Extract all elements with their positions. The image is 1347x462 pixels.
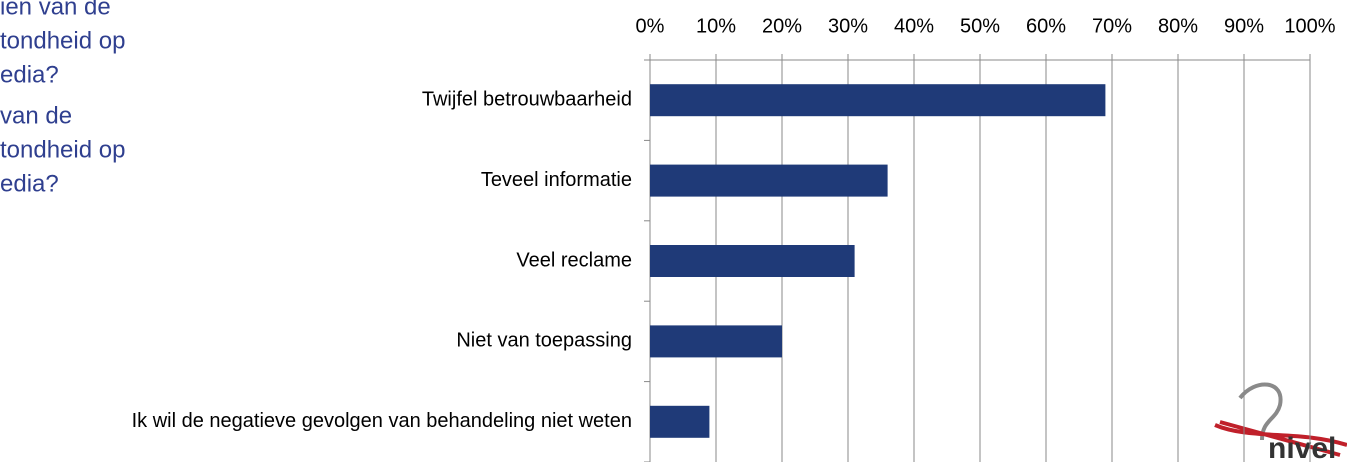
logo-text: nivel xyxy=(1268,432,1336,462)
bar xyxy=(650,405,710,438)
bar xyxy=(650,245,855,277)
side-text: edia? xyxy=(0,170,59,197)
logo xyxy=(1214,382,1347,457)
y-tick-label: Ik wil de negatieve gevolgen van behande… xyxy=(132,410,632,432)
logo-swoosh xyxy=(1214,420,1347,457)
x-tick-label: 90% xyxy=(1224,15,1264,37)
x-tick-label: 40% xyxy=(894,15,934,37)
x-tick-label: 0% xyxy=(636,15,665,37)
side-text: edia? xyxy=(0,61,59,88)
y-tick-label: Twijfel betrouwbaarheid xyxy=(422,88,632,110)
bar xyxy=(650,164,888,197)
bar xyxy=(650,84,1106,117)
x-tick-label: 60% xyxy=(1026,15,1066,37)
x-tick-label: 70% xyxy=(1092,15,1132,37)
side-text: ien van de xyxy=(0,0,111,20)
y-tick-label: Teveel informatie xyxy=(481,169,632,191)
side-text: van de xyxy=(0,102,72,129)
x-tick-label: 30% xyxy=(828,15,868,37)
bar xyxy=(650,325,782,358)
side-text: tondheid op xyxy=(0,27,125,54)
side-text: tondheid op xyxy=(0,136,125,163)
x-tick-label: 20% xyxy=(762,15,802,37)
y-tick-label: Niet van toepassing xyxy=(456,330,632,352)
y-tick-label: Veel reclame xyxy=(516,249,632,271)
x-tick-label: 80% xyxy=(1158,15,1198,37)
x-tick-label: 10% xyxy=(696,15,736,37)
x-tick-label: 100% xyxy=(1284,15,1335,37)
x-tick-label: 50% xyxy=(960,15,1000,37)
logo-mark xyxy=(1238,382,1283,441)
